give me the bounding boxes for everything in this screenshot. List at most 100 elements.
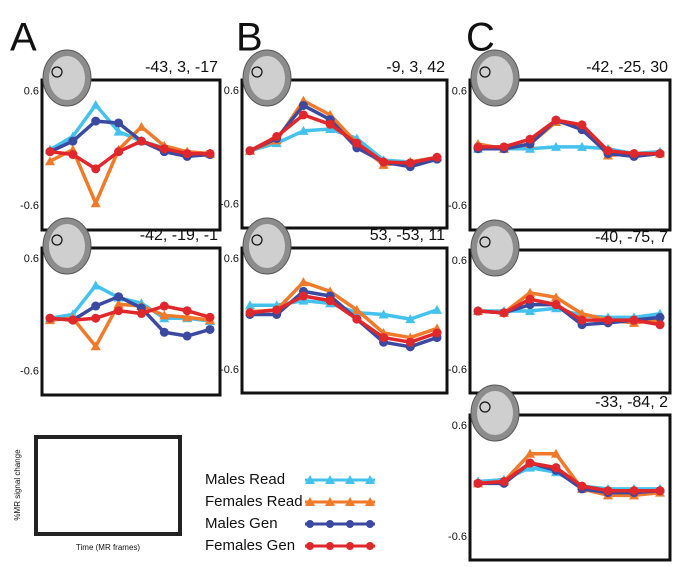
y-tick-label: -0.6	[20, 365, 39, 377]
legend-marker	[345, 475, 355, 484]
marker	[136, 309, 146, 319]
legend-marker	[306, 542, 314, 550]
marker	[351, 304, 362, 314]
marker	[159, 301, 169, 311]
legend-label: Females Gen	[205, 537, 295, 554]
roi-marker	[479, 401, 491, 413]
marker	[525, 448, 535, 458]
legend-marker	[366, 542, 374, 550]
marker	[90, 198, 101, 208]
marker	[378, 309, 389, 319]
legend-label: Males Gen	[205, 515, 278, 532]
marker	[45, 156, 55, 166]
marker	[182, 149, 192, 159]
marker	[352, 138, 362, 148]
marker	[205, 324, 215, 334]
marker	[114, 118, 124, 128]
marker	[45, 313, 55, 323]
brain-icon	[249, 224, 285, 268]
marker	[298, 277, 309, 287]
y-tick-label: -0.6	[220, 198, 239, 210]
y-tick-label: -0.6	[448, 531, 467, 543]
chart-title: -40, -75, 7	[595, 229, 668, 246]
marker	[405, 337, 415, 347]
marker	[90, 280, 101, 290]
plot-frame	[240, 78, 449, 230]
marker	[245, 308, 255, 318]
y-tick-label: 0.6	[24, 85, 39, 97]
y-tick-label: -0.6	[220, 364, 239, 376]
marker	[551, 448, 561, 458]
marker	[159, 144, 169, 154]
legend-marker	[346, 542, 354, 550]
marker	[245, 300, 255, 310]
y-tick-label: 0.6	[24, 253, 39, 265]
y-tick-label: -0.6	[20, 200, 39, 212]
marker	[352, 314, 362, 324]
marker	[379, 333, 389, 343]
marker	[205, 149, 215, 159]
marker	[525, 306, 535, 316]
marker	[68, 136, 78, 146]
legend-label: Females Read	[205, 493, 303, 510]
marker	[91, 116, 101, 126]
marker	[405, 314, 416, 324]
legend-marker	[345, 497, 355, 506]
legend-label: Males Read	[205, 471, 285, 488]
marker	[551, 463, 561, 473]
legend-marker	[366, 520, 374, 528]
marker	[298, 125, 309, 135]
marker	[525, 458, 535, 468]
legend-marker	[346, 520, 354, 528]
marker	[499, 476, 509, 486]
brain-icon	[477, 56, 513, 100]
marker	[114, 292, 124, 302]
marker	[603, 315, 613, 325]
chart-title: -42, -25, 30	[586, 59, 668, 76]
axis-key-ylabel: %MR signal change	[13, 449, 22, 521]
plot-frame	[40, 246, 222, 397]
chart-title: -42, -19, -1	[140, 227, 218, 244]
marker	[45, 147, 55, 157]
brain-icon	[477, 226, 513, 270]
chart-title: 53, -53, 11	[370, 227, 445, 244]
y-tick-label: 0.6	[224, 253, 239, 265]
marker	[91, 301, 101, 311]
marker	[473, 306, 483, 316]
marker	[68, 315, 78, 325]
roi-marker	[251, 234, 263, 246]
marker	[182, 331, 192, 341]
marker	[473, 142, 483, 152]
legend-marker	[365, 497, 375, 506]
marker	[113, 299, 124, 309]
marker	[577, 308, 587, 318]
marker	[577, 315, 587, 325]
marker	[525, 287, 535, 297]
marker	[655, 312, 665, 322]
plot-frame	[468, 248, 672, 395]
marker	[577, 481, 587, 491]
marker	[525, 134, 535, 144]
series-line	[250, 289, 438, 349]
legend-marker	[305, 497, 315, 506]
marker	[551, 292, 561, 302]
marker	[379, 157, 389, 167]
marker	[655, 149, 665, 159]
marker	[432, 152, 442, 162]
axis-key-box	[34, 435, 182, 536]
panel-label: A	[10, 16, 37, 60]
marker	[245, 146, 255, 156]
marker	[499, 308, 509, 318]
marker	[159, 327, 169, 337]
marker	[91, 164, 101, 174]
y-tick-label: 0.6	[452, 255, 467, 267]
brain-icon	[49, 56, 85, 100]
marker	[629, 149, 639, 159]
plot-frame	[40, 78, 222, 232]
legend-marker	[325, 497, 335, 506]
chart-title: -43, 3, -17	[145, 59, 218, 76]
y-tick-label: 0.6	[452, 420, 467, 432]
marker	[499, 142, 509, 152]
series-line	[49, 302, 211, 349]
